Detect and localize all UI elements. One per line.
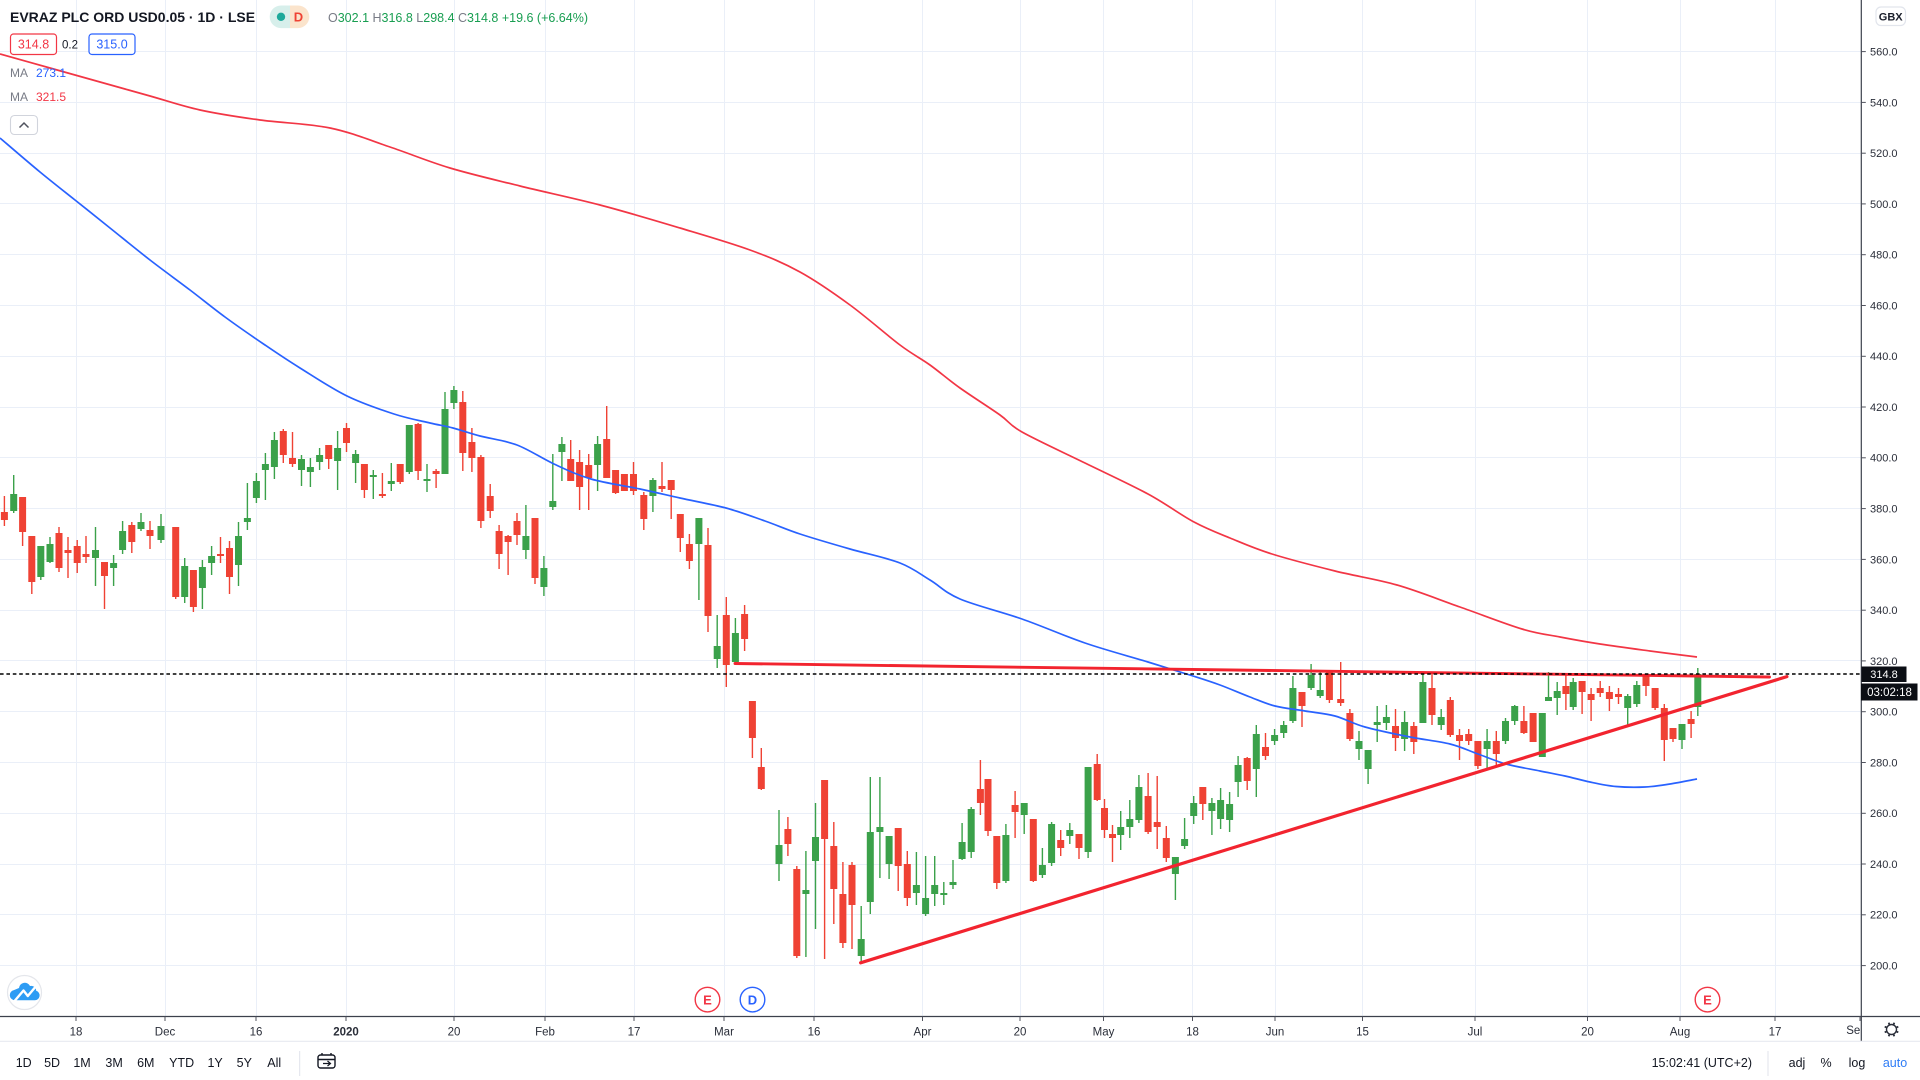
svg-text:Feb: Feb (535, 1027, 555, 1039)
svg-text:20: 20 (1581, 1027, 1594, 1039)
svg-text:440.0: 440.0 (1870, 351, 1898, 363)
svg-text:adj: adj (1789, 1056, 1806, 1070)
svg-text:MA: MA (10, 90, 28, 104)
svg-text:520.0: 520.0 (1870, 148, 1898, 160)
svg-text:16: 16 (808, 1027, 821, 1039)
svg-text:D: D (748, 992, 757, 1007)
svg-text:360.0: 360.0 (1870, 554, 1898, 566)
svg-text:540.0: 540.0 (1870, 97, 1898, 109)
svg-text:O302.1 H316.8 L298.4 C314.8 +1: O302.1 H316.8 L298.4 C314.8 +19.6 (+6.64… (328, 11, 588, 25)
svg-text:log: log (1849, 1056, 1866, 1070)
svg-text:All: All (267, 1056, 281, 1070)
svg-text:03:02:18: 03:02:18 (1867, 687, 1912, 699)
svg-text:315.0: 315.0 (96, 38, 127, 52)
svg-text:Jul: Jul (1468, 1027, 1483, 1039)
svg-text:300.0: 300.0 (1870, 707, 1898, 719)
svg-text:15:02:41 (UTC+2): 15:02:41 (UTC+2) (1652, 1056, 1752, 1070)
svg-text:Mar: Mar (714, 1027, 734, 1039)
svg-text:340.0: 340.0 (1870, 605, 1898, 617)
svg-text:6M: 6M (137, 1056, 154, 1070)
svg-text:E: E (703, 992, 712, 1007)
svg-text:2020: 2020 (333, 1027, 359, 1039)
svg-text:321.5: 321.5 (36, 90, 66, 104)
svg-text:D: D (294, 10, 303, 25)
svg-text:1Y: 1Y (207, 1056, 223, 1070)
svg-text:20: 20 (1014, 1027, 1027, 1039)
svg-text:5D: 5D (44, 1056, 60, 1070)
svg-text:20: 20 (448, 1027, 461, 1039)
svg-text:314.8: 314.8 (18, 38, 49, 52)
svg-text:5Y: 5Y (237, 1056, 253, 1070)
svg-text:E: E (1703, 992, 1712, 1007)
svg-text:460.0: 460.0 (1870, 300, 1898, 312)
svg-text:%: % (1820, 1056, 1831, 1070)
svg-text:320.0: 320.0 (1870, 656, 1898, 668)
svg-text:560.0: 560.0 (1870, 47, 1898, 59)
svg-text:15: 15 (1356, 1027, 1369, 1039)
svg-text:380.0: 380.0 (1870, 504, 1898, 516)
svg-text:1D: 1D (16, 1056, 32, 1070)
svg-text:420.0: 420.0 (1870, 402, 1898, 414)
svg-text:YTD: YTD (169, 1056, 194, 1070)
svg-text:18: 18 (1186, 1027, 1199, 1039)
svg-text:Jun: Jun (1266, 1027, 1285, 1039)
svg-text:280.0: 280.0 (1870, 757, 1898, 769)
svg-text:18: 18 (70, 1027, 83, 1039)
svg-text:17: 17 (1769, 1027, 1782, 1039)
svg-text:auto: auto (1883, 1056, 1907, 1070)
svg-text:Aug: Aug (1670, 1027, 1690, 1039)
svg-text:220.0: 220.0 (1870, 910, 1898, 922)
svg-text:May: May (1093, 1027, 1115, 1039)
svg-text:Dec: Dec (155, 1027, 176, 1039)
svg-text:0.2: 0.2 (62, 40, 78, 52)
svg-text:400.0: 400.0 (1870, 453, 1898, 465)
svg-text:16: 16 (250, 1027, 263, 1039)
svg-text:3M: 3M (105, 1056, 122, 1070)
svg-text:EVRAZ PLC ORD USD0.05 · 1D · L: EVRAZ PLC ORD USD0.05 · 1D · LSE (10, 9, 255, 25)
svg-text:GBX: GBX (1879, 11, 1904, 23)
svg-text:1M: 1M (73, 1056, 90, 1070)
svg-text:314.8: 314.8 (1870, 669, 1898, 681)
svg-text:Se: Se (1846, 1025, 1860, 1037)
svg-text:480.0: 480.0 (1870, 250, 1898, 262)
svg-text:MA: MA (10, 66, 28, 80)
svg-text:260.0: 260.0 (1870, 808, 1898, 820)
svg-text:Apr: Apr (914, 1027, 932, 1039)
svg-text:17: 17 (628, 1027, 641, 1039)
svg-text:500.0: 500.0 (1870, 199, 1898, 211)
svg-text:200.0: 200.0 (1870, 961, 1898, 973)
svg-text:240.0: 240.0 (1870, 859, 1898, 871)
svg-text:273.1: 273.1 (36, 66, 66, 80)
